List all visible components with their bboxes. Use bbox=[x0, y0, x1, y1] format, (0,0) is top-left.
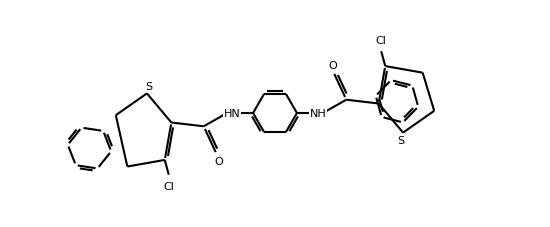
Text: O: O bbox=[329, 61, 337, 71]
Text: O: O bbox=[214, 156, 223, 166]
Text: Cl: Cl bbox=[163, 181, 174, 191]
Text: S: S bbox=[398, 135, 405, 145]
Text: HN: HN bbox=[224, 109, 240, 118]
Text: NH: NH bbox=[310, 109, 326, 118]
Text: S: S bbox=[145, 82, 152, 92]
Text: Cl: Cl bbox=[376, 36, 387, 46]
